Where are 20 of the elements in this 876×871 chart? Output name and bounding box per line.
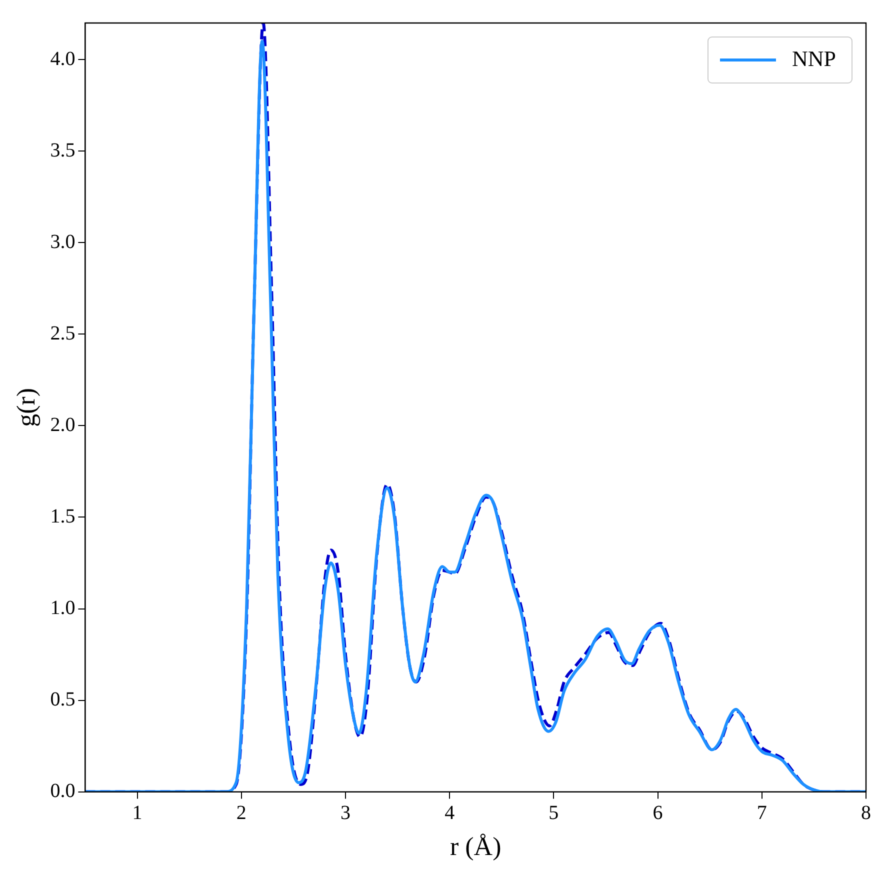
legend-label: NNP — [792, 46, 836, 71]
x-tick-label: 6 — [652, 802, 663, 824]
x-tick-label: 2 — [236, 802, 246, 824]
x-tick-label: 3 — [340, 802, 350, 824]
y-tick-label: 0.0 — [50, 780, 76, 802]
y-axis-title: g(r) — [11, 388, 40, 427]
x-tick-label: 4 — [444, 802, 455, 824]
x-tick-label: 7 — [756, 802, 767, 824]
y-tick-label: 3.0 — [50, 230, 76, 253]
y-tick-label: 1.5 — [50, 505, 76, 528]
x-tick-label: 8 — [861, 802, 871, 824]
y-tick-label: 4.0 — [50, 48, 76, 70]
y-tick-label: 0.5 — [50, 688, 76, 711]
y-tick-label: 1.0 — [50, 597, 76, 619]
y-tick-label: 3.5 — [50, 139, 76, 162]
y-tick-label: 2.0 — [50, 414, 76, 436]
y-tick-label: 2.5 — [50, 322, 76, 344]
x-axis-title: r (Å) — [450, 832, 502, 862]
x-tick-label: 5 — [548, 802, 559, 824]
x-tick-label: 1 — [132, 802, 142, 824]
